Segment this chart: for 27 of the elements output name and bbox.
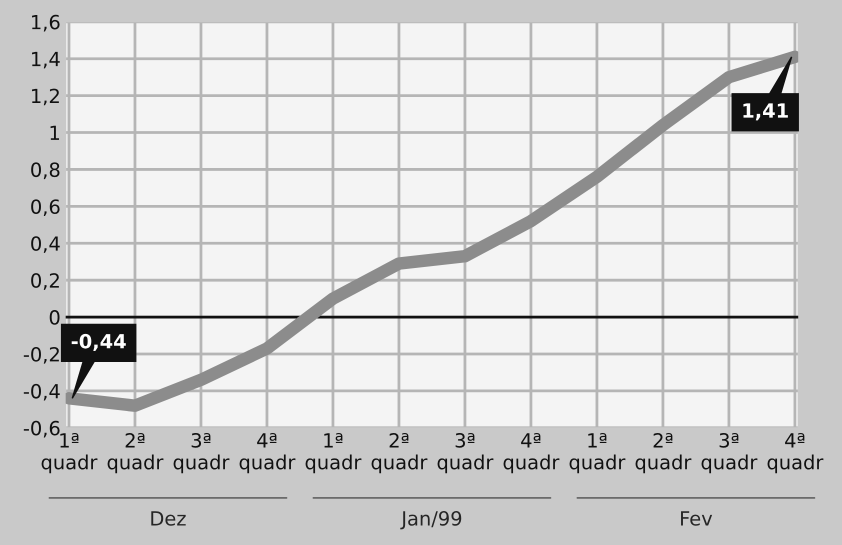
y-tick-label: 0 bbox=[50, 310, 60, 325]
x-tick-label: 3ª quadr bbox=[174, 433, 230, 474]
x-tick-label: 3ª quadr bbox=[438, 433, 494, 474]
y-tick-label: 1,2 bbox=[32, 88, 59, 106]
y-tick-label: 0,8 bbox=[31, 162, 60, 180]
text: Jan/99 bbox=[400, 511, 462, 530]
data-label: 1,41 bbox=[743, 103, 788, 120]
y-tick-label: 0,4 bbox=[31, 236, 60, 253]
data-label: -0,44 bbox=[72, 334, 126, 352]
x-tick-label: 1ª quadr bbox=[570, 433, 626, 474]
y-tick-label: 1 bbox=[50, 126, 60, 140]
x-tick-label: 1ª quadr bbox=[306, 433, 362, 474]
x-tick-label: 2ª quadr bbox=[108, 433, 164, 474]
text: Fev bbox=[681, 511, 712, 526]
x-tick-label: 4ª quadr bbox=[240, 433, 296, 474]
text: Dez bbox=[151, 511, 186, 526]
x-tick-label: 2ª quadr bbox=[636, 433, 692, 474]
y-tick-label: 0,2 bbox=[31, 273, 59, 290]
y-tick-label: 1,4 bbox=[32, 52, 60, 68]
y-tick-label: 1,6 bbox=[32, 14, 60, 32]
x-tick-label: 4ª quadr bbox=[504, 433, 560, 474]
x-tick-label: 2ª quadr bbox=[372, 433, 428, 474]
x-tick-label: 3ª quadr bbox=[702, 433, 758, 474]
x-tick-label: 4ª quadr bbox=[768, 433, 824, 474]
y-tick-label: -0,2 bbox=[24, 346, 59, 364]
y-tick-label: 0,6 bbox=[31, 199, 60, 216]
y-tick-label: -0,4 bbox=[24, 384, 60, 401]
